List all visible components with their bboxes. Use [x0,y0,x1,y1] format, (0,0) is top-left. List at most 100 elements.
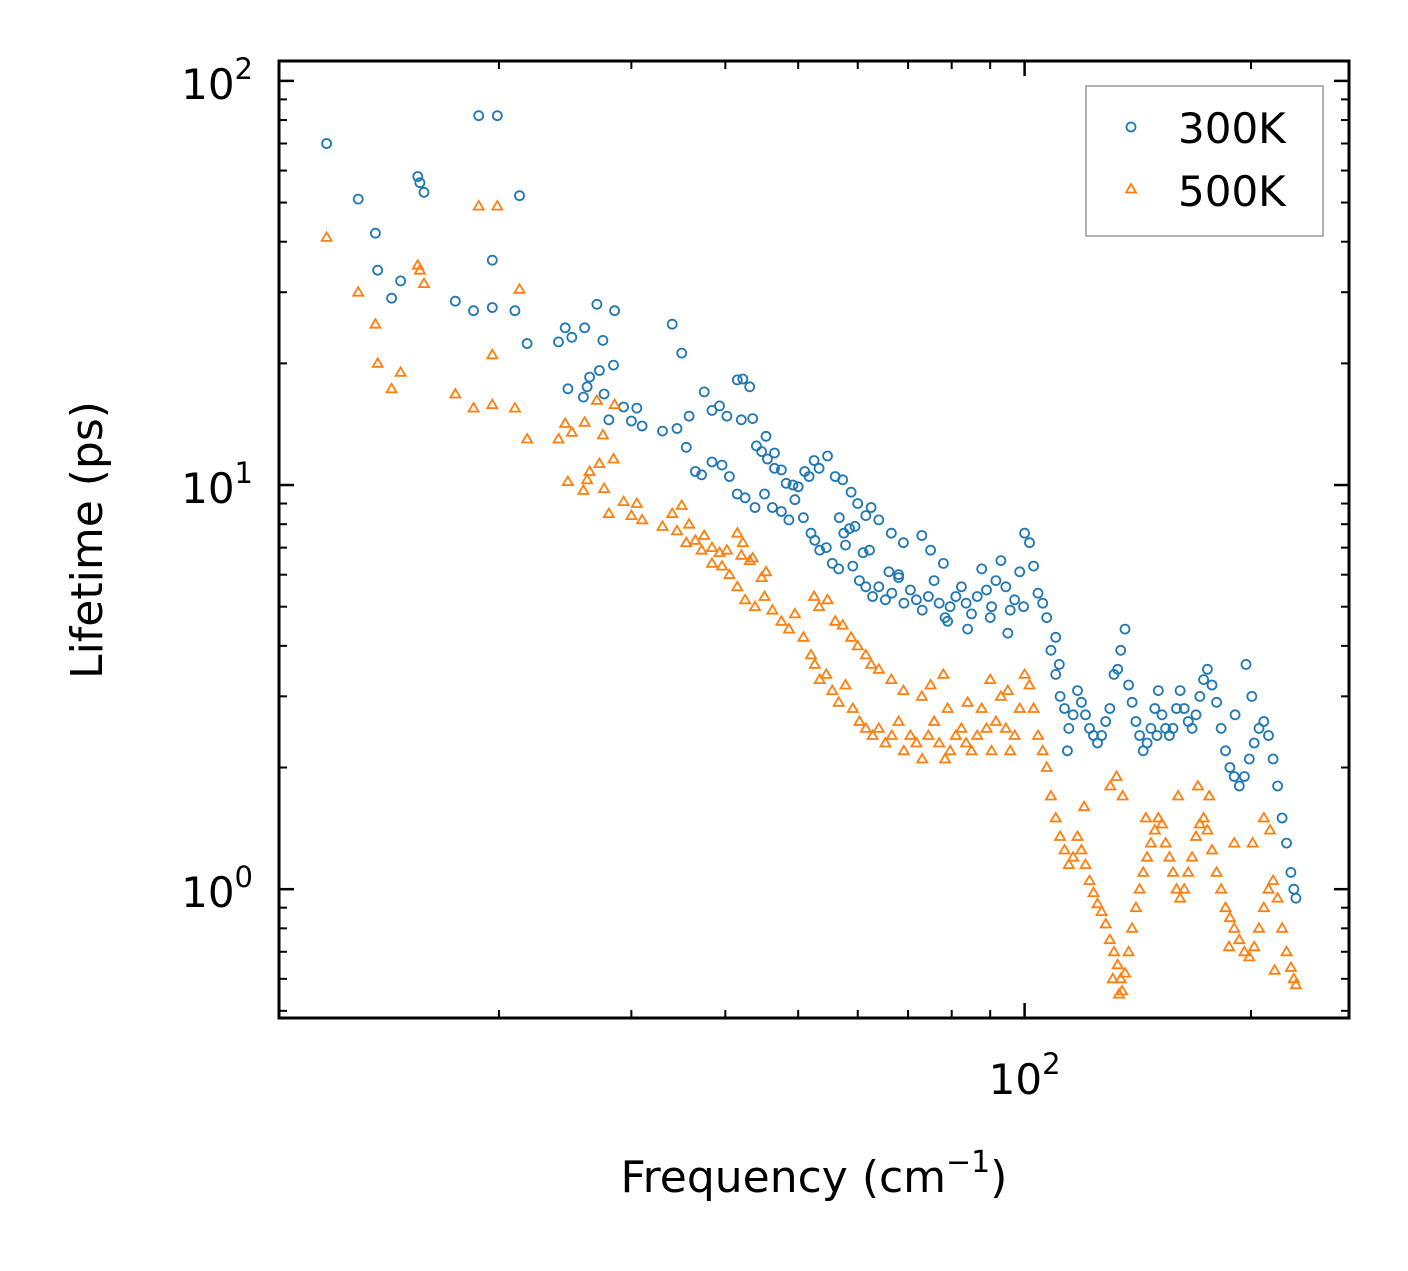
data-point-300k [822,450,833,462]
data-point-500k [979,721,994,733]
legend-label-500k: 500K [1178,167,1287,216]
data-point-300k [618,401,629,413]
data-point-300k [886,587,898,599]
data-point-500k [1202,789,1216,801]
series-300k [321,110,1302,904]
data-point-300k [1054,691,1066,702]
data-point-300k [1053,659,1065,670]
data-point-300k [1028,560,1039,572]
data-point-300k [751,440,762,452]
data-point-300k [1041,612,1053,623]
data-point-500k [1159,836,1173,848]
data-point-500k [1090,897,1105,909]
data-point-300k [1067,709,1079,721]
data-point-500k [551,432,566,444]
data-point-500k [1099,917,1113,929]
data-point-500k [561,474,575,486]
data-point-300k [395,275,407,287]
data-point-300k [1246,691,1258,702]
data-point-500k [1210,865,1224,877]
data-point-300k [944,601,956,613]
data-point-500k [938,752,952,764]
data-point-300k [737,373,749,385]
data-point-300k [1194,691,1206,702]
data-point-300k [676,347,688,359]
data-point-500k [1116,789,1130,801]
data-point-300k [776,464,787,476]
data-point-300k [1112,663,1124,675]
data-point-300k [690,466,701,477]
data-point-500k [630,496,644,508]
data-point-300k [468,305,479,317]
data-point-300k [1206,679,1218,691]
data-point-500k [1222,940,1236,952]
data-point-300k [981,584,992,596]
data-point-500k [490,199,504,211]
x-tick-label-base: 10 [989,1055,1042,1104]
data-point-500k [1257,811,1271,823]
data-point-500k [730,526,744,538]
data-point-500k [1189,829,1203,841]
data-point-500k [1162,850,1176,862]
data-point-300k [883,566,895,578]
data-point-500k [722,567,736,580]
legend: 300K 500K [1085,85,1324,237]
data-point-500k [872,721,886,733]
data-point-500k [743,553,757,565]
data-point-500k [921,728,935,740]
data-point-500k [1070,829,1085,841]
data-point-300k [603,414,615,426]
data-point-500k [688,533,702,545]
data-point-500k [819,667,833,679]
data-point-300k [854,575,865,586]
data-point-300k [1014,566,1026,578]
data-point-500k [1177,882,1191,894]
data-point-300k [418,186,430,198]
data-point-500k [846,701,860,713]
data-point-300k [584,371,595,383]
data-point-500k [578,415,592,427]
data-point-300k [683,410,695,422]
data-point-300k [962,623,973,635]
data-point-300k [820,542,832,553]
data-point-500k [985,744,999,756]
data-point-500k [859,648,873,660]
data-point-300k [1050,669,1062,680]
data-point-500k [748,599,762,612]
data-point-300k [769,447,780,459]
data-point-500k [1136,865,1150,877]
data-point-500k [1077,799,1091,812]
data-point-300k [1152,685,1164,696]
data-point-500k [606,452,621,464]
y-tick-label-base: 10 [181,868,234,917]
data-point-500k [1247,940,1261,952]
data-point-500k [1133,882,1147,894]
data-point-300k [844,523,855,534]
data-point-300k [449,295,461,307]
data-point-500k [774,614,788,626]
plot-frame [277,59,1351,1020]
data-point-300k [986,601,997,613]
data-point-300k [826,558,838,569]
data-point-300k [1248,737,1260,749]
data-point-300k [581,381,593,393]
legend-marker-300k [1125,121,1137,133]
legend-frame [1085,85,1324,237]
data-point-300k [956,581,967,593]
data-point-300k [938,558,949,569]
data-point-500k [730,580,744,592]
data-point-300k [1224,762,1236,773]
data-point-500k [1122,945,1136,957]
data-point-500k [1140,850,1154,862]
data-point-500k [592,456,606,468]
data-point-300k [636,420,648,432]
data-point-300k [837,474,849,486]
data-point-300k [971,591,983,602]
x-axis-label-main: Frequency (cm [621,1152,947,1203]
data-point-500k [580,473,594,485]
data-point-300k [1141,737,1153,749]
data-point-300k [860,510,872,521]
data-point-500k [485,397,499,410]
data-point-500k [1289,978,1303,990]
data-point-500k [1171,789,1185,801]
